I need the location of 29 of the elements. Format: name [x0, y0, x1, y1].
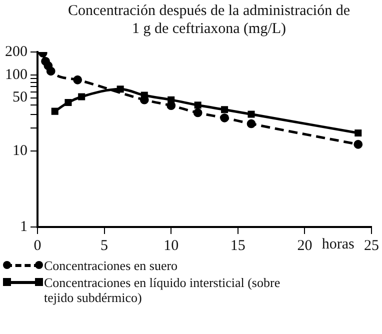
x-tick-label: 10: [164, 238, 179, 254]
x-tick-label: 0: [34, 238, 42, 254]
point: [64, 98, 72, 106]
point: [354, 130, 362, 137]
chart-title: Concentración después de la administración de 1 g de ceftriaxona (mg/L): [67, 2, 351, 39]
point: [78, 93, 86, 100]
point: [354, 140, 363, 149]
x-tick-label: 5: [100, 238, 108, 254]
x-tick-label: 25: [364, 238, 379, 254]
legend-label: Concentraciones en líquido intersticial (sobre tejido subdérmico): [44, 275, 282, 305]
point: [116, 86, 124, 93]
point: [248, 110, 255, 118]
y-tick-label: 100: [5, 66, 28, 83]
point: [73, 75, 82, 84]
y-tick-label: 10: [12, 142, 28, 159]
point: [246, 119, 256, 128]
point: [193, 108, 202, 118]
x-axis-title: horas: [322, 236, 355, 252]
point: [194, 102, 202, 109]
point: [46, 66, 56, 76]
y-tick-label: 1: [20, 218, 28, 235]
x-tick-label: 20: [297, 238, 312, 254]
legend-label: Concentraciones en suero: [44, 258, 179, 273]
point: [220, 113, 229, 122]
y-tick-label: 50: [12, 90, 28, 106]
y-tick-label: 200: [5, 44, 28, 60]
x-tick-label: 15: [230, 238, 246, 254]
point: [51, 108, 58, 115]
point: [221, 106, 228, 114]
